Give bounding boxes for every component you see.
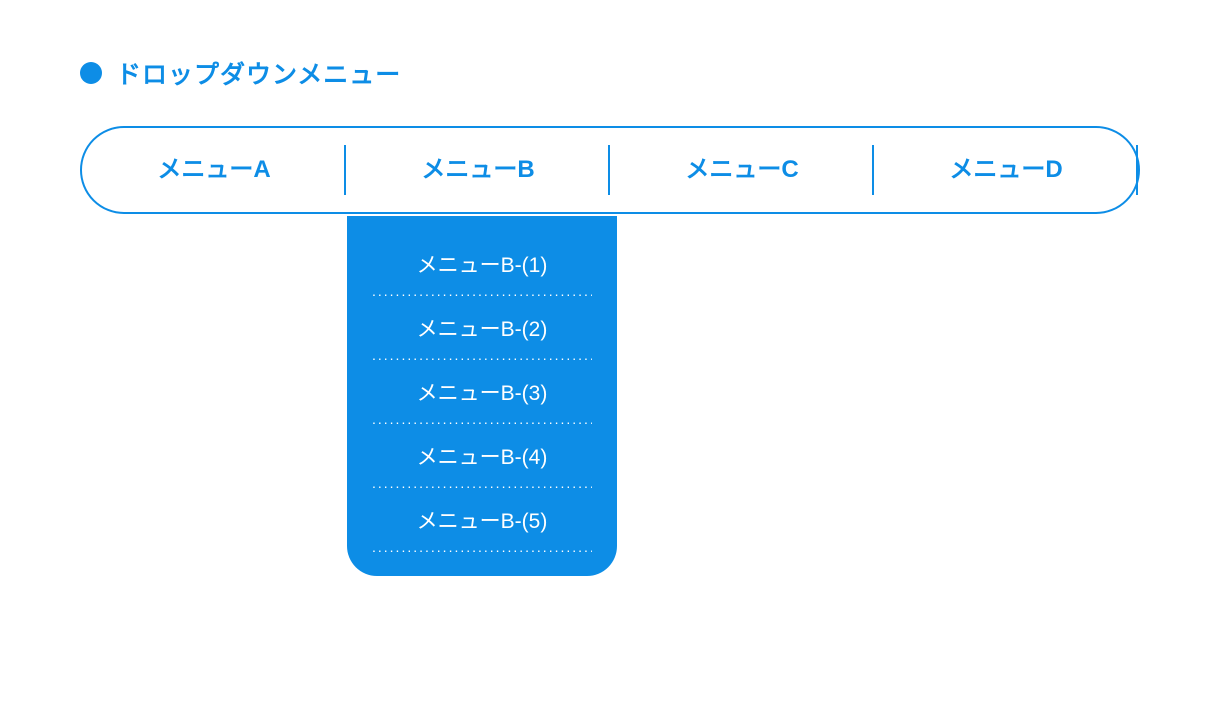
section-title: ドロップダウンメニュー — [116, 55, 401, 91]
dropdown-divider: ........................................… — [372, 285, 592, 297]
menu-item-c[interactable]: メニューC — [610, 145, 874, 195]
dropdown-divider: ........................................… — [372, 477, 592, 489]
dropdown-panel: メニューB-(1) ..............................… — [347, 216, 617, 576]
menu-item-d[interactable]: メニューD — [874, 145, 1138, 195]
dropdown-divider: ........................................… — [372, 413, 592, 425]
dropdown-divider: ........................................… — [372, 541, 592, 553]
bullet-icon — [80, 62, 102, 84]
dropdown-item-2[interactable]: メニューB-(2) — [417, 305, 548, 349]
section-heading: ドロップダウンメニュー — [80, 55, 1130, 91]
dropdown-item-3[interactable]: メニューB-(3) — [417, 369, 548, 413]
dropdown-item-5[interactable]: メニューB-(5) — [417, 497, 548, 541]
dropdown-divider: ........................................… — [372, 349, 592, 361]
menubar: メニューA メニューB メニューC メニューD メニューB-(1) ......… — [80, 126, 1140, 214]
menu-item-b[interactable]: メニューB — [346, 145, 610, 195]
menu-item-a[interactable]: メニューA — [82, 145, 346, 195]
dropdown-item-1[interactable]: メニューB-(1) — [417, 241, 548, 285]
dropdown-item-4[interactable]: メニューB-(4) — [417, 433, 548, 477]
